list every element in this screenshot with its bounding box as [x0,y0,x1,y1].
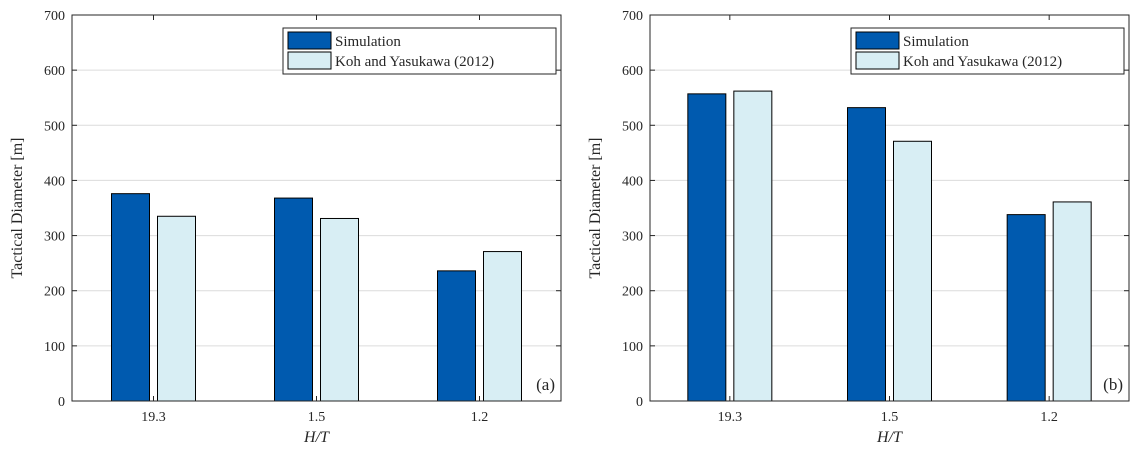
legend: Simulation Koh and Yasukawa (2012) [282,27,557,75]
y-tick-label: 0 [58,395,65,410]
y-tick-label: 500 [44,119,65,134]
plot-area [650,15,1129,401]
x-tick-label: 1.2 [1040,410,1058,425]
y-tick-label: 700 [622,9,643,24]
y-tick-label: 500 [622,119,643,134]
y-tick-label: 200 [622,285,643,300]
bar-simulation-1 [687,93,727,402]
y-axis-label: Tactical Diameter [m] [587,137,604,278]
legend-label: Koh and Yasukawa (2012) [903,54,1062,70]
bar-koh-yasukawa-2 [893,140,932,402]
y-tick-label: 600 [622,64,643,79]
bar-koh-yasukawa-3 [483,251,522,402]
x-tick-label: 19.3 [141,410,166,425]
bar-koh-yasukawa-3 [1052,201,1092,402]
bar-simulation-1 [111,193,150,402]
legend-swatch-koh-yasukawa [287,51,332,70]
legend-swatch-koh-yasukawa [855,51,900,70]
chart-panel-2: 0 100 200 300 400 500 600 700 19.3 1.5 1.2 H/T Tacti… [587,9,1130,446]
bar-simulation-2 [274,197,313,402]
x-axis-label: H/T [303,429,330,446]
panel-label: (a) [536,375,555,394]
y-tick-label: 200 [44,285,65,300]
bar-simulation-2 [847,107,886,402]
x-tick-label: 1.5 [308,410,326,425]
x-tick-label: 1.5 [881,410,899,425]
x-tick-label: 1.2 [471,410,489,425]
y-tick-label: 300 [622,230,643,245]
panel-label: (b) [1103,375,1123,394]
plot-area [72,15,561,401]
y-tick-label: 0 [636,395,643,410]
y-tick-label: 600 [44,64,65,79]
legend-label: Koh and Yasukawa (2012) [335,54,494,70]
legend: Simulation Koh and Yasukawa (2012) [850,27,1125,75]
legend-swatch-simulation [855,31,900,50]
y-tick-label: 700 [44,9,65,24]
x-axis-label: H/T [876,429,903,446]
y-tick-label: 300 [44,230,65,245]
chart-panel-1: 0 100 200 300 400 500 600 700 19.3 1.5 1.2 H/T Tacti… [9,9,562,446]
bar-simulation-3 [1006,214,1046,402]
x-tick-label: 19.3 [718,410,743,425]
y-tick-label: 400 [622,174,643,189]
y-tick-label: 100 [622,340,643,355]
legend-label: Simulation [335,34,401,50]
y-axis-label: Tactical Diameter [m] [9,137,26,278]
legend-label: Simulation [903,34,969,50]
y-tick-label: 100 [44,340,65,355]
bar-koh-yasukawa-1 [157,215,196,402]
bar-simulation-3 [437,270,476,402]
y-tick-label: 400 [44,174,65,189]
bar-koh-yasukawa-1 [733,90,773,402]
bar-koh-yasukawa-2 [320,217,359,402]
legend-swatch-simulation [287,31,332,50]
